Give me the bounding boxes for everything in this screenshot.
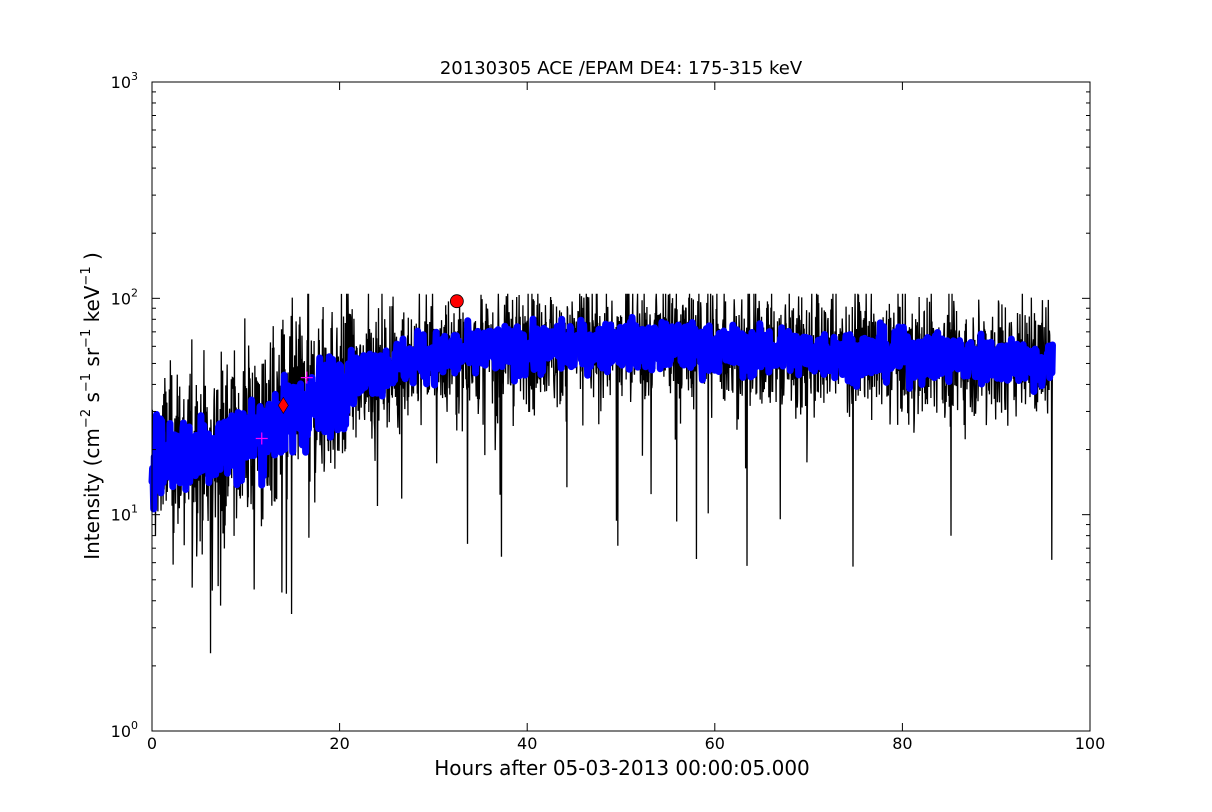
y-tick-label: 100 [111,719,138,741]
x-tick-label: 40 [517,734,537,753]
y-axis: 100 101 102 103 [111,70,1090,741]
x-tick-label: 100 [1075,734,1106,753]
y-tick-label: 101 [111,503,138,525]
chart-title: 20130305 ACE /EPAM DE4: 175-315 keV [440,58,803,79]
x-tick-label: 0 [147,734,157,753]
circle-marker [449,294,464,309]
smoothed-intensity-line [148,313,1056,513]
y-axis-label: Intensity (cm−2 s−1 sr−1 keV−1 ) [79,252,104,560]
plot-area [148,81,1091,732]
x-axis: 0 20 40 60 80 100 [147,82,1105,753]
plus-marker [300,371,313,384]
plus-marker [255,432,268,445]
y-tick-label: 103 [111,70,138,92]
x-tick-label: 20 [329,734,349,753]
plot-border [151,81,1091,732]
x-tick-label: 60 [705,734,725,753]
x-tick-label: 80 [892,734,912,753]
diamond-marker [277,396,289,414]
x-axis-label: Hours after 05-03-2013 00:00:05.000 [434,756,810,780]
y-tick-label: 102 [111,286,138,308]
smoothed-intensity-series [148,313,1056,513]
event-markers [255,294,464,445]
